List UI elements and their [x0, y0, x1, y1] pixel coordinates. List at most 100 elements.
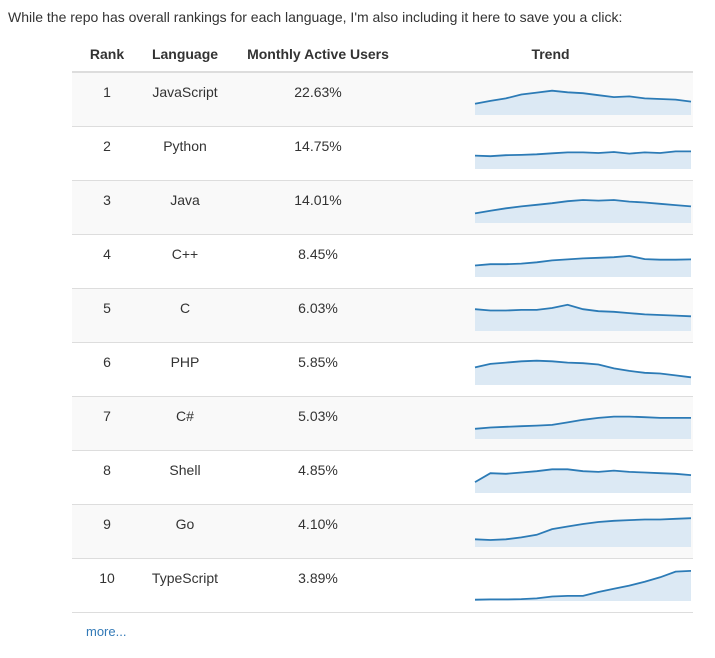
- language-name-cell: Shell: [142, 450, 228, 505]
- language-name-cell: Python: [142, 126, 228, 181]
- more-link[interactable]: more...: [86, 624, 127, 639]
- trend-sparkline: [474, 254, 692, 277]
- trend-line: [474, 199, 692, 215]
- language-name-cell: TypeScript: [142, 558, 228, 613]
- rank-value-cell: 3: [72, 180, 142, 235]
- mau-value: 4.10%: [298, 516, 338, 532]
- language-name: Go: [175, 516, 195, 532]
- trend-line: [474, 359, 692, 379]
- rank-value-cell: 8: [72, 450, 142, 505]
- rank-value: 5: [103, 300, 111, 316]
- language-name-cell: PHP: [142, 342, 228, 397]
- language-name: TypeScript: [151, 570, 219, 586]
- rank-value: 9: [103, 516, 111, 532]
- mau-value: 14.75%: [294, 138, 342, 154]
- mau-value-cell: 5.03%: [228, 396, 408, 451]
- mau-value-cell: 6.03%: [228, 288, 408, 343]
- mau-value-cell: 4.10%: [228, 504, 408, 559]
- rank-value-cell: 10: [72, 558, 142, 613]
- trend-cell: [408, 288, 693, 343]
- trend-cell: [408, 342, 693, 397]
- language-name: Python: [163, 138, 207, 154]
- language-name: JavaScript: [152, 84, 218, 100]
- rank-value-cell: 9: [72, 504, 142, 559]
- mau-value-cell: 4.85%: [228, 450, 408, 505]
- trend-area: [475, 360, 691, 385]
- trend-cell: [408, 558, 693, 613]
- header-language: Language: [142, 36, 228, 73]
- trend-sparkline: [474, 89, 692, 115]
- trend-line: [474, 415, 691, 430]
- language-name-cell: Go: [142, 504, 228, 559]
- mau-value-cell: 8.45%: [228, 234, 408, 289]
- language-name-cell: C++: [142, 234, 228, 289]
- table-row: 5 C 6.03%: [72, 288, 693, 343]
- trend-line: [474, 254, 692, 267]
- trend-cell: [408, 234, 693, 289]
- header-rank: Rank: [72, 36, 142, 73]
- mau-value: 8.45%: [298, 246, 338, 262]
- table-row: 8 Shell 4.85%: [72, 450, 693, 505]
- rank-value: 3: [103, 192, 111, 208]
- mau-value: 14.01%: [294, 192, 342, 208]
- mau-value: 5.03%: [298, 408, 338, 424]
- trend-cell: [408, 504, 693, 559]
- trend-area: [475, 570, 691, 601]
- mau-value: 5.85%: [298, 354, 338, 370]
- rank-value-cell: 2: [72, 126, 142, 181]
- rank-value: 10: [99, 570, 115, 586]
- trend-sparkline: [474, 468, 692, 493]
- language-name-cell: JavaScript: [142, 72, 228, 127]
- rank-value: 8: [103, 462, 111, 478]
- table-row: 3 Java 14.01%: [72, 180, 693, 235]
- language-name: Shell: [169, 462, 201, 478]
- trend-area: [475, 151, 691, 169]
- trend-line: [474, 303, 692, 318]
- rank-value: 2: [103, 138, 111, 154]
- trend-area: [475, 518, 691, 547]
- mau-value-cell: 3.89%: [228, 558, 408, 613]
- trend-area: [475, 255, 691, 277]
- table-row: 7 C# 5.03%: [72, 396, 693, 451]
- language-name-cell: C#: [142, 396, 228, 451]
- trend-line: [474, 468, 692, 483]
- mau-value: 4.85%: [298, 462, 338, 478]
- trend-sparkline: [474, 199, 692, 223]
- mau-value-cell: 14.01%: [228, 180, 408, 235]
- rank-value-cell: 7: [72, 396, 142, 451]
- rank-value: 4: [103, 246, 111, 262]
- language-name: C++: [171, 246, 199, 262]
- table-row: 1 JavaScript 22.63%: [72, 72, 693, 127]
- header-monthly-active-users: Monthly Active Users: [228, 36, 408, 73]
- mau-value-cell: 5.85%: [228, 342, 408, 397]
- trend-line: [474, 150, 691, 158]
- header-trend: Trend: [408, 36, 693, 73]
- intro-text: While the repo has overall rankings for …: [8, 9, 623, 25]
- trend-cell: [408, 180, 693, 235]
- mau-value: 6.03%: [298, 300, 338, 316]
- table-row: 9 Go 4.10%: [72, 504, 693, 559]
- trend-sparkline: [474, 415, 691, 439]
- language-ranking-table: Rank Language Monthly Active Users Trend…: [72, 36, 693, 613]
- rank-value-cell: 5: [72, 288, 142, 343]
- rank-value: 1: [103, 84, 111, 100]
- language-name-cell: C: [142, 288, 228, 343]
- rank-value: 7: [103, 408, 111, 424]
- mau-value-cell: 22.63%: [228, 72, 408, 127]
- mau-value: 22.63%: [294, 84, 342, 100]
- rank-value-cell: 1: [72, 72, 142, 127]
- trend-line: [474, 517, 692, 541]
- table-row: 4 C++ 8.45%: [72, 234, 693, 289]
- language-name: C: [179, 300, 191, 316]
- language-name-cell: Java: [142, 180, 228, 235]
- trend-sparkline: [474, 570, 692, 601]
- trend-area: [475, 90, 691, 115]
- rank-value-cell: 4: [72, 234, 142, 289]
- mau-value: 3.89%: [298, 570, 338, 586]
- mau-value-cell: 14.75%: [228, 126, 408, 181]
- language-name: C#: [176, 408, 194, 424]
- trend-sparkline: [474, 517, 692, 547]
- language-name: Java: [170, 192, 200, 208]
- trend-cell: [408, 450, 693, 505]
- trend-area: [475, 416, 691, 439]
